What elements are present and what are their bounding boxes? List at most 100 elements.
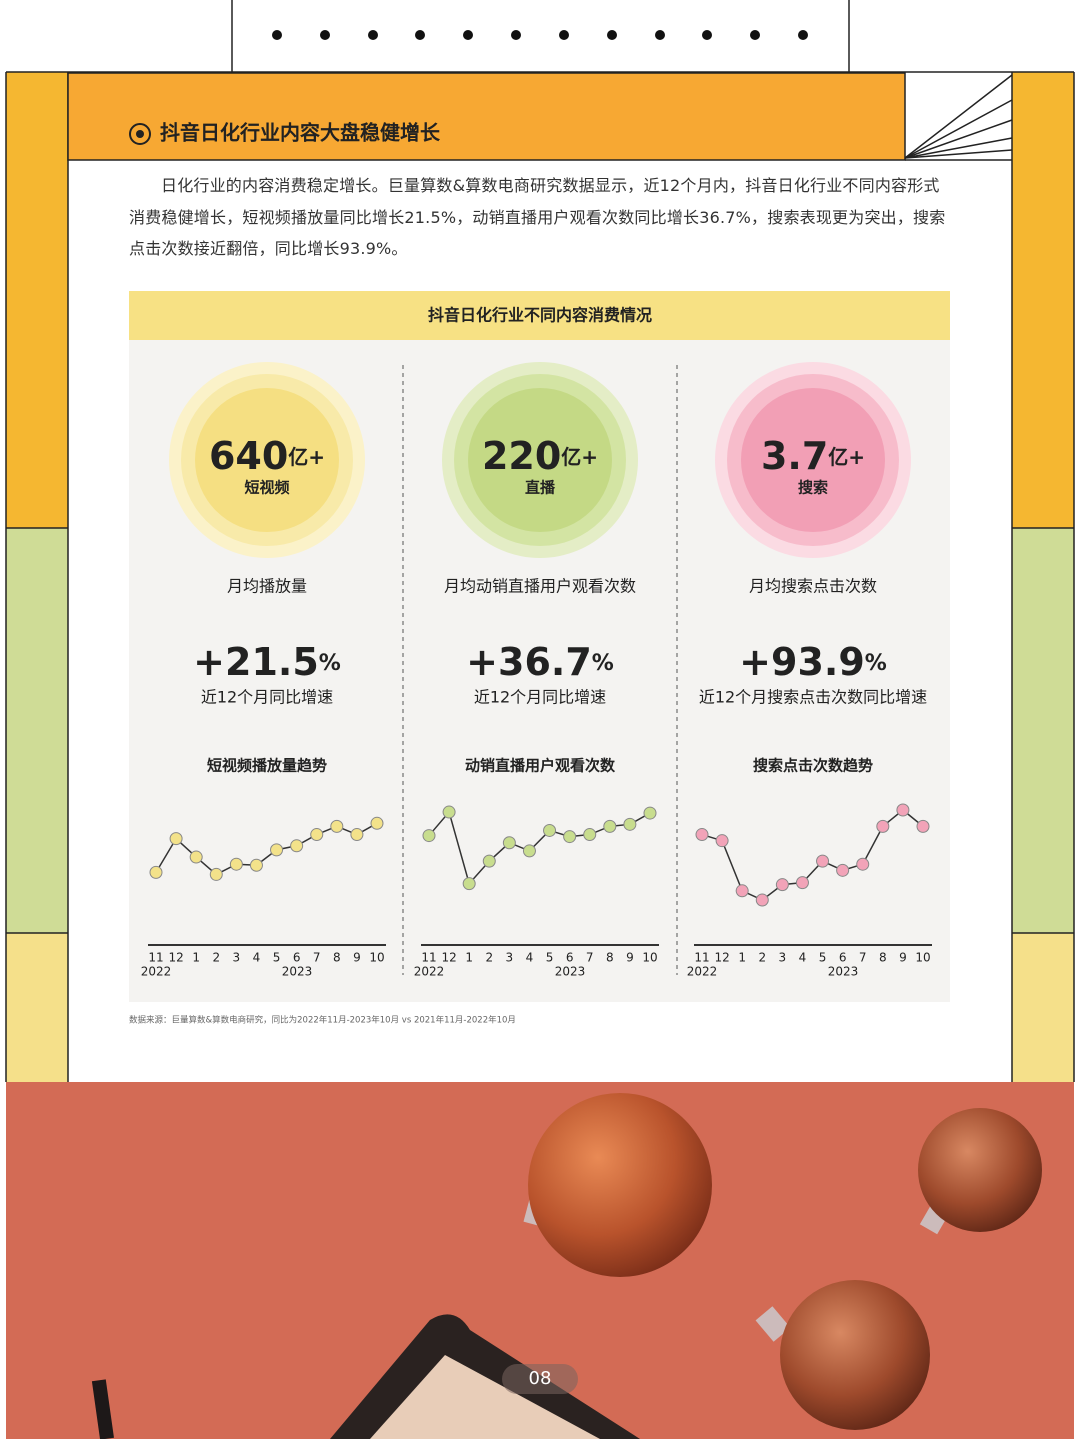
big-number: 3.7亿+ — [761, 434, 865, 478]
point — [916, 819, 930, 833]
chart-title: 短视频播放量趋势 — [207, 757, 327, 775]
x-tick-label: 5 — [273, 951, 281, 965]
stripe — [1012, 72, 1074, 528]
x-tick-label: 12 — [168, 951, 183, 965]
intro-paragraph: 日化行业的内容消费稳定增长。巨量算数&算数电商研究数据显示，近12个月内，抖音日… — [129, 176, 946, 258]
title-icon — [129, 123, 151, 145]
point — [422, 829, 436, 843]
growth-unit: % — [592, 651, 614, 676]
x-tick-label: 3 — [779, 951, 787, 965]
x-tick-label: 10 — [369, 951, 384, 965]
point — [563, 830, 577, 844]
point — [643, 806, 657, 820]
point — [249, 858, 263, 872]
stripe — [6, 933, 68, 1082]
x-tick-label: 10 — [642, 951, 657, 965]
x-tick-label: 4 — [253, 951, 261, 965]
section-title: 抖音日化行业内容大盘稳健增长 — [160, 121, 441, 145]
number: 3.7 — [761, 434, 828, 478]
x-tick-label: 1 — [465, 951, 473, 965]
growth-label: 近12个月同比增速 — [201, 688, 333, 707]
point — [836, 863, 850, 877]
point — [735, 884, 749, 898]
year-label: 2022 — [687, 965, 718, 979]
point — [209, 867, 223, 881]
x-tick-label: 4 — [799, 951, 807, 965]
stripe — [1012, 528, 1074, 933]
x-tick-label: 3 — [233, 951, 241, 965]
growth: +21.5% — [193, 640, 341, 684]
point — [715, 834, 729, 848]
bubble — [468, 388, 612, 532]
point — [755, 893, 769, 907]
point — [623, 817, 637, 831]
header-bar — [67, 72, 906, 161]
bubble-label: 短视频 — [244, 479, 289, 497]
point — [695, 828, 709, 842]
point — [482, 854, 496, 868]
x-tick-label: 2 — [758, 951, 766, 965]
growth-number: +36.7 — [466, 640, 592, 684]
x-tick-label: 6 — [566, 951, 574, 965]
x-tick-label: 4 — [526, 951, 534, 965]
year-label: 2023 — [555, 965, 586, 979]
point — [442, 805, 456, 819]
growth-number: +93.9 — [739, 640, 865, 684]
x-tick-label: 10 — [915, 951, 930, 965]
unit: 亿+ — [828, 445, 865, 469]
point — [149, 865, 163, 879]
x-tick-label: 9 — [353, 951, 361, 965]
point — [290, 839, 304, 853]
year-label: 2022 — [414, 965, 445, 979]
dots — [272, 30, 808, 40]
big-number: 220亿+ — [482, 434, 598, 478]
x-tick-label: 2 — [485, 951, 493, 965]
x-tick-label: 11 — [421, 951, 436, 965]
title-icon — [136, 130, 144, 138]
unit: 亿+ — [288, 445, 325, 469]
growth: +93.9% — [739, 640, 887, 684]
x-tick-label: 8 — [333, 951, 341, 965]
x-tick-label: 7 — [586, 951, 594, 965]
point — [310, 828, 324, 842]
metric: 月均动销直播用户观看次数 — [444, 577, 636, 596]
x-tick-label: 1 — [738, 951, 746, 965]
x-tick-label: 12 — [714, 951, 729, 965]
year-label: 2023 — [828, 965, 859, 979]
stripe — [1012, 933, 1074, 1082]
x-tick-label: 8 — [879, 951, 887, 965]
bubble-label: 搜索 — [798, 479, 828, 497]
point — [522, 844, 536, 858]
year-label: 2022 — [141, 965, 172, 979]
point — [795, 876, 809, 890]
x-tick-label: 7 — [313, 951, 321, 965]
growth-unit: % — [865, 651, 887, 676]
x-tick-label: 3 — [506, 951, 514, 965]
x-tick-label: 12 — [441, 951, 456, 965]
point — [856, 857, 870, 871]
metric: 月均搜索点击次数 — [749, 577, 877, 596]
x-tick-label: 6 — [293, 951, 301, 965]
x-tick-label: 5 — [819, 951, 827, 965]
point — [896, 803, 910, 817]
point — [270, 843, 284, 857]
point — [370, 816, 384, 830]
growth-number: +21.5 — [193, 640, 319, 684]
stripe — [6, 528, 68, 933]
x-tick-label: 7 — [859, 951, 867, 965]
point — [876, 819, 890, 833]
panel-title: 抖音日化行业不同内容消费情况 — [428, 306, 652, 325]
photo-art — [91, 1093, 1042, 1439]
x-tick-label: 11 — [694, 951, 709, 965]
point — [462, 877, 476, 891]
metric: 月均播放量 — [227, 577, 307, 596]
x-tick-label: 8 — [606, 951, 614, 965]
year-label: 2023 — [282, 965, 313, 979]
number: 640 — [209, 434, 288, 478]
number: 220 — [482, 434, 561, 478]
point — [189, 850, 203, 864]
chart-title: 搜索点击次数趋势 — [753, 757, 873, 775]
x-tick-label: 9 — [899, 951, 907, 965]
